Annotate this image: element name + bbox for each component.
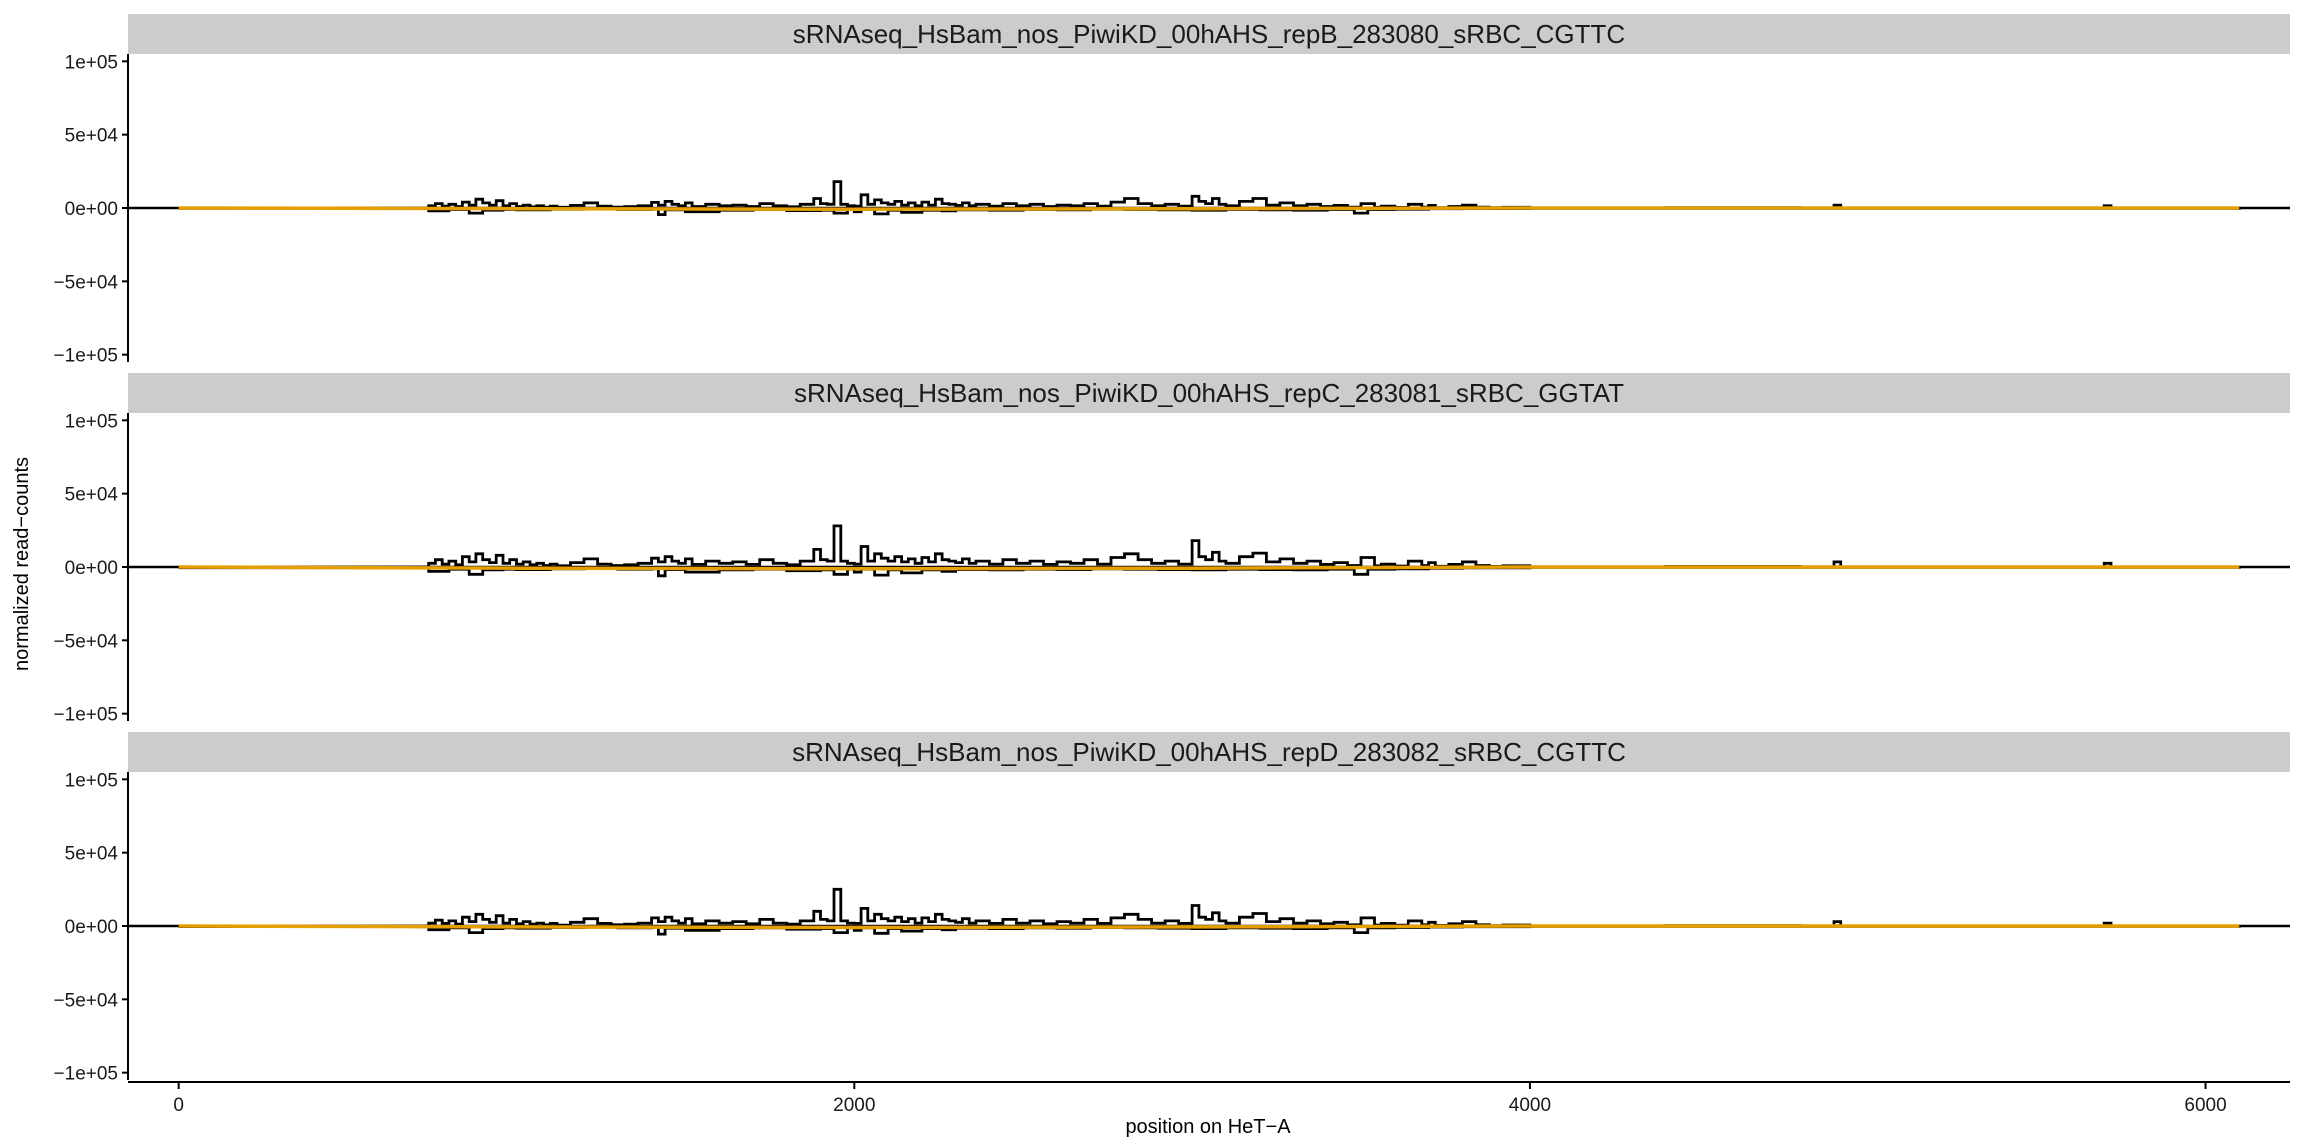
y-tick-label: 5e+04 bbox=[65, 485, 119, 506]
y-tick-label: 1e+05 bbox=[65, 770, 118, 791]
x-tick-label: 4000 bbox=[1509, 1095, 1551, 1116]
y-tick-label: −1e+05 bbox=[54, 346, 118, 367]
panels-layer: sRNAseq_HsBam_nos_PiwiKD_00hAHS_repB_283… bbox=[54, 14, 2290, 1085]
facet-strip bbox=[128, 732, 2290, 772]
facet-panel: sRNAseq_HsBam_nos_PiwiKD_00hAHS_repB_283… bbox=[54, 14, 2290, 367]
facet-strip bbox=[128, 14, 2290, 54]
smoothed-line bbox=[178, 206, 2240, 211]
y-tick-label: 1e+05 bbox=[65, 411, 118, 432]
x-axis-title: position on HeT−A bbox=[1125, 1116, 1291, 1138]
coverage-step-line-sense bbox=[178, 180, 2240, 210]
smoothed-line bbox=[178, 565, 2240, 571]
y-tick-label: 0e+00 bbox=[65, 917, 118, 938]
y-tick-label: 0e+00 bbox=[65, 199, 118, 220]
coverage-step-line-sense bbox=[178, 887, 2240, 928]
facet-strip bbox=[128, 373, 2290, 413]
facet-panel: sRNAseq_HsBam_nos_PiwiKD_00hAHS_repC_283… bbox=[54, 373, 2290, 726]
facet-strip-title: sRNAseq_HsBam_nos_PiwiKD_00hAHS_repB_283… bbox=[793, 19, 1625, 49]
y-tick-label: −5e+04 bbox=[54, 272, 119, 293]
facet-strip-title: sRNAseq_HsBam_nos_PiwiKD_00hAHS_repD_283… bbox=[792, 737, 1626, 767]
y-tick-label: −1e+05 bbox=[54, 705, 118, 726]
y-tick-label: 5e+04 bbox=[65, 126, 119, 147]
y-tick-label: −5e+04 bbox=[54, 990, 119, 1011]
smoothed-line bbox=[178, 924, 2240, 930]
y-tick-label: −1e+05 bbox=[54, 1064, 118, 1085]
facet-panel: sRNAseq_HsBam_nos_PiwiKD_00hAHS_repD_283… bbox=[54, 732, 2290, 1085]
y-tick-label: 1e+05 bbox=[65, 52, 118, 73]
facet-strip-title: sRNAseq_HsBam_nos_PiwiKD_00hAHS_repC_283… bbox=[794, 378, 1624, 408]
x-tick-label: 2000 bbox=[833, 1095, 875, 1116]
y-tick-label: 0e+00 bbox=[65, 558, 118, 579]
x-tick-label: 0 bbox=[173, 1095, 184, 1116]
y-tick-label: −5e+04 bbox=[54, 631, 119, 652]
x-tick-label: 6000 bbox=[2184, 1095, 2226, 1116]
y-axis-title: normalized read−counts bbox=[11, 457, 33, 671]
y-tick-label: 5e+04 bbox=[65, 844, 119, 865]
x-axis: 0 2000 4000 6000 bbox=[128, 1081, 2290, 1116]
coverage-step-line-sense bbox=[178, 524, 2240, 569]
